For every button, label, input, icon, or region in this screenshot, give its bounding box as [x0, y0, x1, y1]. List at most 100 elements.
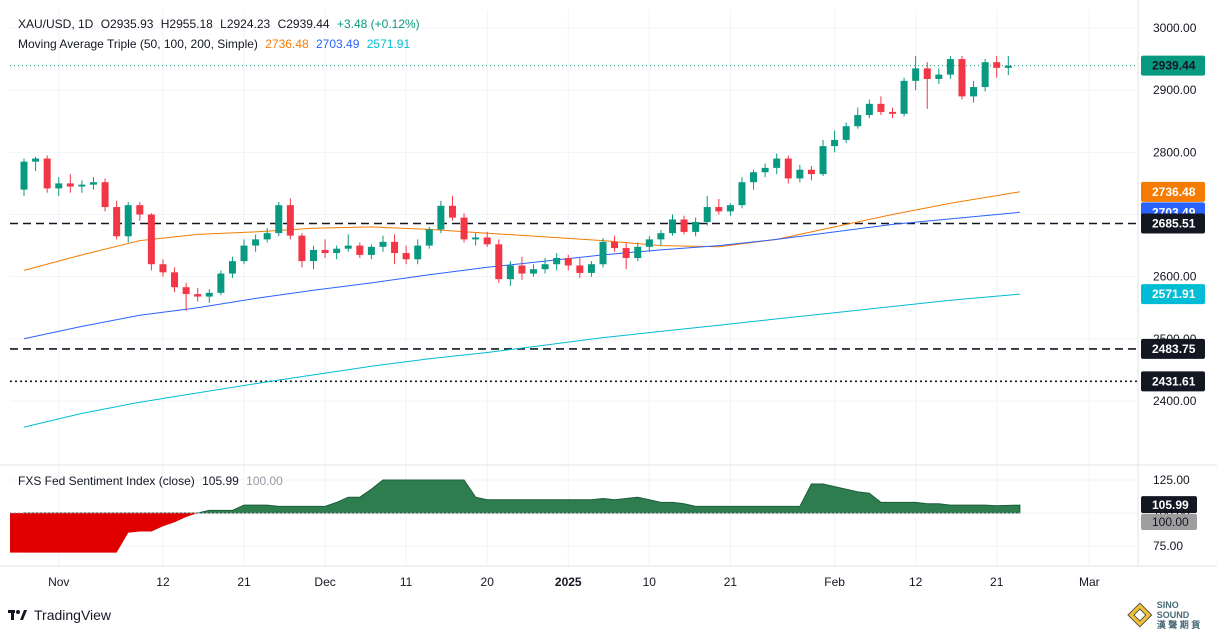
candle: [333, 245, 341, 260]
candle-body: [703, 207, 711, 222]
candle: [217, 270, 225, 296]
candle-body: [252, 239, 260, 246]
close-value: C2939.44: [277, 17, 330, 31]
price-tag: [1141, 181, 1205, 202]
sentiment-baseline-tag: [1141, 514, 1197, 530]
candle: [448, 195, 456, 221]
candle-body: [750, 172, 758, 183]
candle: [55, 177, 63, 196]
candle: [889, 107, 896, 119]
candle: [147, 213, 155, 271]
tradingview-brand[interactable]: TradingView: [8, 607, 111, 623]
candle: [796, 164, 804, 183]
candle-body: [425, 229, 433, 246]
candle: [379, 235, 387, 252]
candle: [252, 234, 260, 252]
candle: [877, 96, 885, 116]
candle-body: [935, 74, 943, 79]
price-tag: [1141, 284, 1205, 305]
candle-body: [981, 62, 989, 88]
ma-indicator-label[interactable]: Moving Average Triple (50, 100, 200, Sim…: [18, 37, 258, 51]
candle: [599, 238, 607, 268]
candle: [1004, 55, 1012, 76]
candle: [136, 202, 144, 221]
price-axis-tick: 2800.00: [1153, 145, 1197, 159]
candle-body: [599, 241, 607, 265]
candle: [842, 122, 850, 144]
candle: [194, 287, 202, 302]
candle: [402, 245, 410, 265]
candle-body: [32, 158, 40, 162]
candle: [437, 200, 445, 234]
price-tag-label: 2483.75: [1152, 342, 1196, 356]
candle: [182, 282, 190, 311]
candle: [865, 99, 873, 119]
candle: [970, 80, 978, 103]
sentiment-header: FXS Fed Sentiment Index (close) 105.99 1…: [18, 474, 287, 488]
candle-body: [286, 205, 294, 236]
low-value: L2924.23: [220, 17, 271, 31]
candle: [321, 239, 329, 259]
sentiment-axis-tick: 125.00: [1153, 473, 1190, 487]
candle: [460, 213, 468, 243]
candle-body: [124, 205, 132, 237]
candle: [819, 139, 827, 176]
time-axis-tick: Mar: [1079, 575, 1100, 589]
candle-body: [831, 139, 839, 147]
candle: [935, 68, 943, 84]
candle: [101, 178, 109, 212]
candle-body: [865, 103, 873, 116]
candle: [240, 239, 248, 265]
price-tag: [1141, 338, 1205, 359]
candle-body: [912, 68, 920, 81]
time-axis-tick: 21: [990, 575, 1004, 589]
candle: [668, 214, 676, 236]
candle: [483, 231, 491, 247]
candle-body: [807, 169, 815, 175]
candle: [124, 202, 132, 243]
sentiment-label[interactable]: FXS Fed Sentiment Index (close): [18, 474, 195, 488]
candle: [576, 258, 584, 278]
candle-body: [66, 183, 74, 187]
candle-body: [889, 111, 896, 114]
candle-body: [414, 245, 422, 260]
candle-body: [518, 265, 526, 274]
candle: [715, 198, 723, 215]
candle: [344, 234, 352, 252]
candle-body: [970, 87, 978, 97]
candle: [275, 202, 283, 237]
candle-body: [657, 233, 665, 240]
candle: [831, 130, 839, 153]
price-axis-tick: 2400.00: [1153, 394, 1197, 408]
price-tag-label: 2571.91: [1152, 287, 1196, 301]
candle-body: [402, 253, 410, 260]
time-axis-tick: 21: [724, 575, 738, 589]
watermark-line2: 漢 聲 期 貨: [1156, 620, 1201, 630]
candle: [472, 233, 480, 246]
candle: [738, 177, 746, 209]
sentiment-value-tag-label: 105.99: [1152, 498, 1189, 512]
candle: [391, 234, 399, 265]
ma50-line: [23, 191, 1020, 271]
price-tag-label: 2685.51: [1152, 217, 1196, 231]
candle: [356, 242, 364, 259]
symbol-label[interactable]: XAU/USD, 1D: [18, 17, 94, 31]
ma100-value: 2703.49: [316, 37, 360, 51]
candle-body: [1004, 65, 1012, 68]
sentiment-area-below-edge: [10, 513, 24, 553]
candle-body: [171, 272, 179, 288]
candle: [634, 242, 642, 262]
candle: [981, 59, 989, 92]
candle-body: [275, 205, 283, 234]
candle-body: [55, 183, 63, 189]
candle: [993, 55, 1001, 78]
candle-body: [900, 80, 908, 114]
candle-body: [89, 182, 97, 185]
candle-body: [483, 237, 491, 245]
candle-body: [437, 205, 445, 230]
candle-body: [611, 241, 619, 249]
candle: [66, 174, 74, 193]
price-tag: [1141, 371, 1205, 392]
candle-body: [367, 246, 375, 255]
